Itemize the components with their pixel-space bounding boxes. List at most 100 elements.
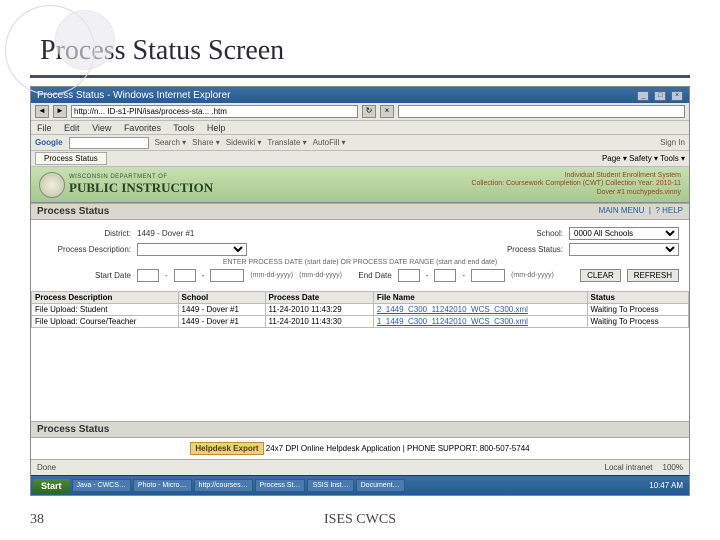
- ps-title: Process Status: [37, 206, 109, 217]
- menu-edit[interactable]: Edit: [64, 123, 80, 133]
- ie-titlebar: Process Status - Windows Internet Explor…: [31, 87, 689, 103]
- cell-status: Waiting To Process: [587, 316, 688, 328]
- dpi-r3: Dover #1 muchypeds.vinny: [471, 189, 681, 197]
- dpi-r2: Collection: Coursework Completion (CWT) …: [471, 180, 681, 188]
- file-link[interactable]: 1_1449_C300_11242010_WCS_C300.xml: [377, 317, 528, 326]
- process-status-header-2: Process Status: [31, 421, 689, 438]
- start-dd[interactable]: [174, 269, 196, 282]
- footer-text: ISES CWCS: [324, 512, 396, 528]
- dpi-line2: PUBLIC INSTRUCTION: [69, 180, 213, 196]
- minimize-button[interactable]: _: [637, 91, 649, 101]
- task-item[interactable]: http://courses…: [194, 479, 253, 492]
- page-number: 38: [30, 512, 44, 528]
- start-button[interactable]: Start: [33, 479, 70, 493]
- system-tray[interactable]: 10:47 AM: [645, 481, 687, 490]
- title-rule: [30, 75, 690, 78]
- gb-autofill[interactable]: AutoFill ▾: [313, 138, 346, 147]
- cell-date: 11-24-2010 11:43:29: [265, 304, 373, 316]
- dpi-r1: Individual Student Enrollment System: [471, 172, 681, 180]
- windows-taskbar: Start Java - CWCS… Photo - Micro… http:/…: [31, 475, 689, 495]
- ie-window: Process Status - Windows Internet Explor…: [30, 86, 690, 496]
- start-mm[interactable]: [137, 269, 159, 282]
- cell-desc: File Upload: Course/Teacher: [32, 316, 179, 328]
- page-tools[interactable]: Page ▾ Safety ▾ Tools ▾: [602, 154, 685, 163]
- ie-tab-row: Process Status Page ▾ Safety ▾ Tools ▾: [31, 151, 689, 167]
- district-label: District:: [41, 229, 131, 238]
- menu-tools[interactable]: Tools: [173, 123, 194, 133]
- start-date-label: Start Date: [41, 271, 131, 280]
- search-input[interactable]: [398, 105, 685, 118]
- end-date-label: End Date: [358, 271, 391, 280]
- refresh-icon[interactable]: ↻: [362, 105, 376, 118]
- menu-help[interactable]: Help: [207, 123, 226, 133]
- col-status[interactable]: Status: [587, 292, 688, 304]
- dpi-seal-icon: [39, 172, 65, 198]
- status-done: Done: [37, 463, 56, 472]
- browser-tab[interactable]: Process Status: [35, 152, 107, 165]
- task-item[interactable]: Photo - Micro…: [133, 479, 192, 492]
- back-button[interactable]: ◄: [35, 105, 49, 118]
- cell-school: 1449 - Dover #1: [178, 316, 265, 328]
- task-item[interactable]: Document…: [356, 479, 405, 492]
- google-label: Google: [35, 138, 63, 147]
- gb-translate[interactable]: Translate ▾: [267, 138, 306, 147]
- pdesc-label: Process Description:: [41, 245, 131, 254]
- help-link[interactable]: ? HELP: [655, 206, 683, 215]
- col-school[interactable]: School: [178, 292, 265, 304]
- gb-signin[interactable]: Sign In: [660, 138, 685, 147]
- school-label: School:: [473, 229, 563, 238]
- google-search-input[interactable]: [69, 137, 149, 149]
- fmt1: (mm-dd-yyyy): [250, 272, 293, 279]
- slide-footer: 38 ISES CWCS: [30, 512, 690, 528]
- col-date[interactable]: Process Date: [265, 292, 373, 304]
- task-item[interactable]: Process St…: [255, 479, 306, 492]
- end-mm[interactable]: [398, 269, 420, 282]
- col-desc[interactable]: Process Description: [32, 292, 179, 304]
- date-hint: ENTER PROCESS DATE (start date) OR PROCE…: [223, 259, 497, 266]
- main-menu-link[interactable]: MAIN MENU: [599, 206, 645, 215]
- gb-search[interactable]: Search ▾: [155, 138, 187, 147]
- pdesc-select[interactable]: [137, 243, 247, 256]
- task-item[interactable]: Java - CWCS…: [72, 479, 131, 492]
- process-table: Process Description School Process Date …: [31, 291, 689, 328]
- window-buttons: _ □ ×: [635, 89, 683, 101]
- menu-file[interactable]: File: [37, 123, 52, 133]
- helpdesk-badge[interactable]: Helpdesk Export: [190, 442, 263, 455]
- task-item[interactable]: SSIS Inst…: [307, 479, 353, 492]
- helpdesk-text: 24x7 DPI Online Helpdesk Application | P…: [266, 444, 530, 453]
- cell-date: 11-24-2010 11:43:30: [265, 316, 373, 328]
- close-button[interactable]: ×: [671, 91, 683, 101]
- deco-circle: [55, 10, 115, 70]
- fmt2: (mm-dd-yyyy): [511, 272, 554, 279]
- table-row: File Upload: Student 1449 - Dover #1 11-…: [32, 304, 689, 316]
- menu-favorites[interactable]: Favorites: [124, 123, 161, 133]
- gb-share[interactable]: Share ▾: [192, 138, 220, 147]
- stop-icon[interactable]: ×: [380, 105, 394, 118]
- url-input[interactable]: [71, 105, 358, 118]
- cell-desc: File Upload: Student: [32, 304, 179, 316]
- start-yyyy[interactable]: [210, 269, 244, 282]
- menu-view[interactable]: View: [92, 123, 111, 133]
- pstatus-select[interactable]: [569, 243, 679, 256]
- end-dd[interactable]: [434, 269, 456, 282]
- gb-sidewiki[interactable]: Sidewiki ▾: [226, 138, 262, 147]
- cell-status: Waiting To Process: [587, 304, 688, 316]
- ie-address-bar: ◄ ► ↻ ×: [31, 103, 689, 121]
- filter-form: District: 1449 - Dover #1 School: 0000 A…: [31, 220, 689, 289]
- col-file[interactable]: File Name: [373, 292, 587, 304]
- process-status-header: Process Status MAIN MENU | ? HELP: [31, 203, 689, 220]
- refresh-button[interactable]: REFRESH: [627, 269, 679, 282]
- clear-button[interactable]: CLEAR: [580, 269, 621, 282]
- status-zoom[interactable]: 100%: [663, 463, 683, 472]
- pstatus-label: Process Status:: [473, 245, 563, 254]
- district-value: 1449 - Dover #1: [137, 229, 194, 238]
- helpdesk-row: Helpdesk Export 24x7 DPI Online Helpdesk…: [31, 438, 689, 459]
- maximize-button[interactable]: □: [654, 91, 666, 101]
- slide-title: Process Status Screen: [40, 35, 690, 67]
- google-toolbar: Google Search ▾ Share ▾ Sidewiki ▾ Trans…: [31, 135, 689, 151]
- file-link[interactable]: 2_1449_C300_11242010_WCS_C300.xml: [377, 305, 528, 314]
- table-row: File Upload: Course/Teacher 1449 - Dover…: [32, 316, 689, 328]
- school-select[interactable]: 0000 All Schools: [569, 227, 679, 240]
- forward-button[interactable]: ►: [53, 105, 67, 118]
- end-yyyy[interactable]: [471, 269, 505, 282]
